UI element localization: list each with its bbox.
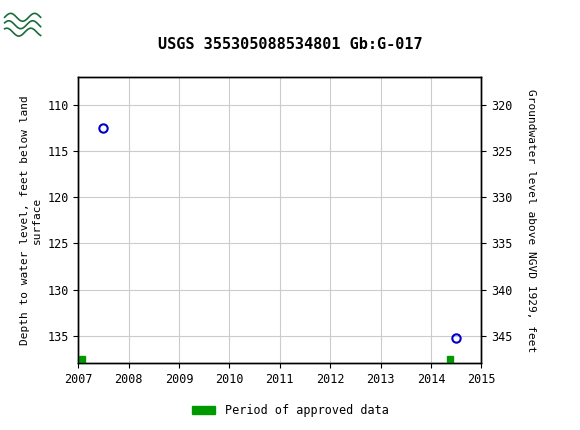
Legend: Period of approved data: Period of approved data bbox=[187, 399, 393, 422]
Text: USGS 355305088534801 Gb:G-017: USGS 355305088534801 Gb:G-017 bbox=[158, 37, 422, 52]
Y-axis label: Depth to water level, feet below land
surface: Depth to water level, feet below land su… bbox=[20, 95, 42, 345]
Y-axis label: Groundwater level above NGVD 1929, feet: Groundwater level above NGVD 1929, feet bbox=[527, 89, 536, 352]
Text: USGS: USGS bbox=[44, 15, 112, 35]
